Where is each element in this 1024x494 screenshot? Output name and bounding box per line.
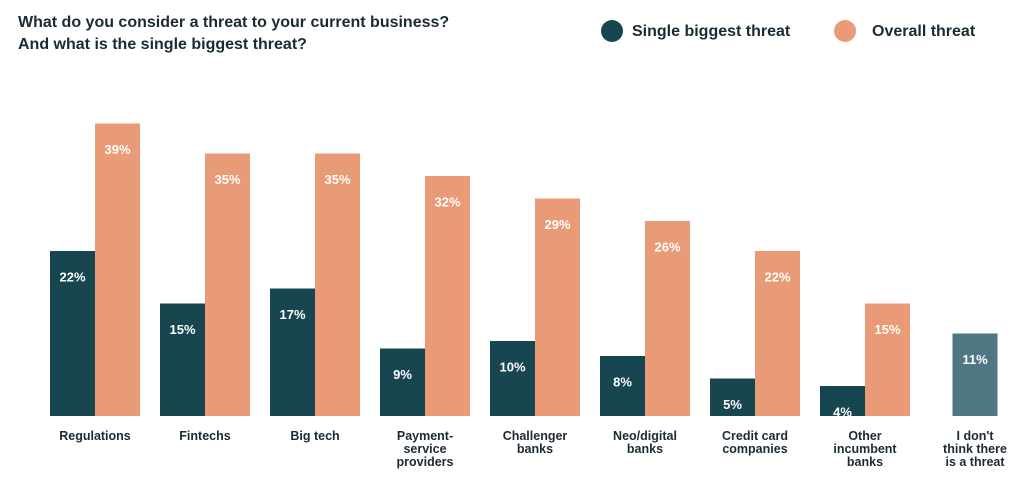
- bar: [600, 356, 645, 416]
- value-label: 22%: [59, 269, 85, 284]
- value-label: 22%: [764, 269, 790, 284]
- legend-marker: [834, 20, 856, 42]
- legend-label: Overall threat: [872, 23, 976, 40]
- value-label: 4%: [833, 404, 852, 419]
- bar: [490, 341, 535, 416]
- bar: [710, 378, 755, 416]
- value-label: 26%: [654, 239, 680, 254]
- value-label: 5%: [723, 397, 742, 412]
- chart-title: What do you consider a threat to your cu…: [18, 14, 450, 53]
- category-label: Regulations: [59, 429, 131, 443]
- bar: [865, 303, 910, 416]
- value-label: 35%: [214, 172, 240, 187]
- category-label: Big tech: [290, 429, 340, 443]
- category-label: Challenger banks: [502, 429, 568, 456]
- value-label: 9%: [393, 367, 412, 382]
- value-label: 32%: [434, 194, 460, 209]
- bar: [535, 198, 580, 416]
- category-label: Payment- service providers: [396, 429, 454, 469]
- legend-label: Single biggest threat: [632, 23, 791, 40]
- category-label: Credit card companies: [722, 429, 788, 456]
- bar: [380, 348, 425, 416]
- bar: [315, 153, 360, 416]
- value-label: 8%: [613, 374, 632, 389]
- value-label: 35%: [324, 172, 350, 187]
- bar: [645, 221, 690, 416]
- bar: [50, 251, 95, 416]
- bar: [820, 386, 865, 416]
- bar: [425, 176, 470, 416]
- value-label: 39%: [104, 142, 130, 157]
- bar: [952, 333, 998, 416]
- value-label: 15%: [169, 322, 195, 337]
- category-label: Fintechs: [179, 429, 231, 443]
- bar: [205, 153, 250, 416]
- legend-marker: [601, 20, 623, 42]
- value-label: 17%: [279, 307, 305, 322]
- value-label: 15%: [874, 322, 900, 337]
- bar: [95, 123, 140, 416]
- value-label: 10%: [499, 359, 525, 374]
- bar: [270, 288, 315, 416]
- category-label: Other incumbent banks: [833, 429, 897, 469]
- bar: [160, 303, 205, 416]
- value-label: 11%: [962, 352, 988, 367]
- value-label: 29%: [544, 217, 570, 232]
- category-label: I don't think there is a threat: [943, 429, 1007, 469]
- bar: [755, 251, 800, 416]
- category-label: Neo/digital banks: [613, 429, 677, 456]
